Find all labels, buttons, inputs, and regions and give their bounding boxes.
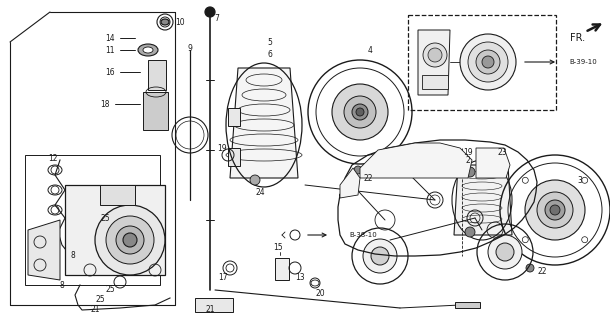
Text: 23: 23 (497, 148, 507, 156)
Polygon shape (340, 168, 360, 198)
Bar (143, 92, 168, 130)
Ellipse shape (143, 47, 153, 53)
Circle shape (482, 56, 494, 68)
Text: 8: 8 (71, 251, 76, 260)
Text: 25: 25 (100, 213, 110, 222)
Text: 16: 16 (105, 68, 115, 76)
Circle shape (550, 205, 560, 215)
Bar (422, 75, 448, 89)
Circle shape (497, 157, 507, 167)
Text: 21: 21 (205, 306, 215, 315)
Circle shape (205, 7, 215, 17)
Text: 8: 8 (60, 281, 65, 290)
Text: 6: 6 (268, 50, 273, 59)
Text: 14: 14 (105, 34, 115, 43)
Bar (408, 15, 556, 110)
Bar (100, 185, 135, 205)
Text: 7: 7 (215, 13, 220, 22)
Circle shape (526, 264, 534, 272)
Circle shape (344, 96, 376, 128)
Circle shape (250, 175, 260, 185)
Circle shape (537, 192, 573, 228)
Text: 25: 25 (105, 285, 115, 294)
Text: B-38-10: B-38-10 (349, 232, 377, 238)
Circle shape (545, 200, 565, 220)
Circle shape (465, 167, 475, 177)
Text: 15: 15 (273, 243, 283, 252)
Text: 10: 10 (175, 18, 185, 27)
Circle shape (423, 43, 447, 67)
Circle shape (116, 226, 144, 254)
Circle shape (465, 227, 475, 237)
Circle shape (356, 108, 364, 116)
Circle shape (123, 233, 137, 247)
Text: 2: 2 (465, 156, 470, 164)
Text: 21: 21 (90, 306, 100, 315)
Text: 17: 17 (218, 274, 228, 283)
Ellipse shape (161, 19, 169, 25)
Polygon shape (28, 220, 60, 280)
Bar (195, 298, 233, 312)
Text: 24: 24 (255, 188, 265, 196)
Circle shape (106, 216, 154, 264)
Circle shape (460, 34, 516, 90)
Polygon shape (476, 148, 510, 178)
Bar (228, 108, 240, 126)
Text: B-39-10: B-39-10 (569, 59, 597, 65)
Text: 9: 9 (187, 44, 192, 52)
Circle shape (371, 247, 389, 265)
Circle shape (95, 205, 165, 275)
Circle shape (428, 48, 442, 62)
Text: 22: 22 (363, 173, 373, 182)
Circle shape (488, 235, 522, 269)
Polygon shape (454, 165, 512, 235)
Text: 18: 18 (100, 100, 110, 108)
Bar (25, 155, 160, 285)
Text: 4: 4 (368, 45, 373, 54)
Bar (275, 258, 289, 280)
Circle shape (525, 180, 585, 240)
Text: 22: 22 (537, 268, 547, 276)
Text: 20: 20 (315, 289, 325, 298)
Bar (455, 302, 480, 308)
Circle shape (352, 104, 368, 120)
Text: 13: 13 (295, 274, 305, 283)
Polygon shape (230, 68, 298, 178)
Polygon shape (418, 30, 450, 95)
Text: 11: 11 (106, 45, 115, 54)
Text: 19: 19 (217, 143, 227, 153)
Circle shape (354, 166, 362, 174)
Text: 19: 19 (463, 148, 473, 156)
Text: 3: 3 (578, 175, 583, 185)
Polygon shape (360, 143, 472, 178)
Bar (65, 185, 165, 275)
Text: FR.: FR. (570, 33, 586, 43)
Circle shape (363, 239, 397, 273)
Bar (148, 60, 166, 90)
Text: 25: 25 (95, 295, 105, 305)
Circle shape (468, 42, 508, 82)
Bar (228, 148, 240, 166)
Text: 5: 5 (268, 37, 273, 46)
Circle shape (476, 50, 500, 74)
Circle shape (496, 243, 514, 261)
Ellipse shape (138, 44, 158, 56)
Text: 12: 12 (49, 154, 58, 163)
Circle shape (332, 84, 388, 140)
